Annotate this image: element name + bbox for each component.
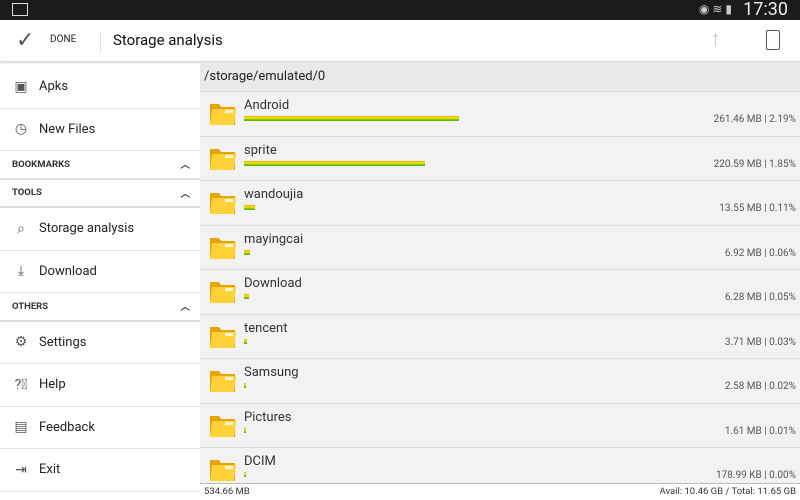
up-arrow-icon[interactable]: ↑ bbox=[710, 27, 721, 52]
label: Exit bbox=[39, 462, 61, 478]
folder-size: 1.61 MB | 0.01% bbox=[724, 425, 796, 437]
label: Storage analysis bbox=[39, 221, 135, 237]
folder-row[interactable]: Download 6.28 MB | 0.05% bbox=[200, 270, 800, 315]
device-icon[interactable] bbox=[766, 30, 780, 50]
size-bar bbox=[244, 116, 459, 121]
chevron-up-icon: ︿ bbox=[180, 188, 190, 200]
sidebar-item-exit[interactable]: ⇥ Exit bbox=[0, 449, 200, 492]
label: New Files bbox=[39, 121, 96, 137]
label: Settings bbox=[39, 334, 87, 350]
checkmark-icon[interactable]: ✓ bbox=[16, 28, 35, 53]
folder-icon bbox=[210, 104, 236, 125]
folder-name: tencent bbox=[244, 320, 288, 336]
folder-icon bbox=[210, 371, 236, 392]
folder-list-panel: /storage/emulated/0 Android 261.46 MB | … bbox=[200, 62, 800, 500]
folder-name: Pictures bbox=[244, 409, 292, 425]
size-bar bbox=[244, 383, 247, 388]
chevron-up-icon: ︿ bbox=[180, 302, 190, 314]
size-bar bbox=[244, 294, 250, 299]
wifi-battery-icons: ◉ ≋ ▮ bbox=[698, 2, 732, 16]
folder-name: sprite bbox=[244, 142, 277, 158]
folder-row[interactable]: tencent 3.71 MB | 0.03% bbox=[200, 314, 800, 359]
action-bar: ✓ DONE Storage analysis ↑ bbox=[0, 20, 800, 62]
folder-icon bbox=[210, 282, 236, 303]
folder-icon bbox=[210, 326, 236, 348]
sidebar-item-download[interactable]: ⤓ Download bbox=[0, 251, 200, 293]
sidebar: ▣ Apks ◷ New Files BOOKMARKS ︿ TOOLS ︿ ⌕ Stor… bbox=[0, 66, 200, 500]
label: BOOKMARKS bbox=[12, 158, 70, 170]
folder-size: 6.28 MB | 0.05% bbox=[724, 292, 796, 303]
folder-name: mayingcai bbox=[244, 231, 304, 247]
storage-availability: Avail: 10.46 GB / Total: 11.65 GB bbox=[659, 486, 796, 497]
done-button[interactable]: DONE bbox=[50, 34, 77, 45]
folder-icon bbox=[210, 237, 236, 259]
folder-row[interactable]: sprite 220.59 MB | 1.85% bbox=[200, 136, 800, 181]
gear-icon: ⚙ bbox=[14, 334, 28, 351]
exit-icon: ⇥ bbox=[15, 461, 27, 478]
folder-row[interactable]: Pictures 1.61 MB | 0.01% bbox=[200, 403, 800, 448]
label: Download bbox=[39, 263, 97, 279]
folder-icon bbox=[210, 415, 236, 437]
size-bar bbox=[244, 338, 248, 344]
chevron-up-icon: ︿ bbox=[180, 160, 190, 172]
folder-icon bbox=[210, 460, 236, 481]
total-size: 534.66 MB bbox=[204, 486, 250, 497]
footer: 534.66 MB Avail: 10.46 GB / Total: 11.65… bbox=[200, 483, 800, 500]
sidebar-item-help[interactable]: ?⃝ Help bbox=[0, 364, 200, 407]
status-bar: ◉ ≋ ▮ 17:30 bbox=[0, 0, 800, 20]
folder-name: wandoujia bbox=[244, 187, 304, 202]
page-title: Storage analysis bbox=[113, 31, 223, 49]
sidebar-item-settings[interactable]: ⚙ Settings bbox=[0, 322, 200, 364]
clock: 17:30 bbox=[743, 0, 788, 20]
folder-size: 261.46 MB | 2.19% bbox=[713, 114, 796, 125]
folder-size: 6.92 MB | 0.06% bbox=[724, 247, 796, 259]
clock-icon: ◷ bbox=[14, 121, 28, 138]
current-path: /storage/emulated/0 bbox=[200, 62, 800, 92]
sidebar-item-apks[interactable]: ▣ Apks bbox=[0, 66, 200, 109]
folder-size: 3.71 MB | 0.03% bbox=[724, 336, 796, 348]
download-icon: ⤓ bbox=[17, 263, 25, 280]
section-bookmarks[interactable]: BOOKMARKS ︿ bbox=[0, 151, 200, 180]
storage-analysis-icon: ⌕ bbox=[17, 220, 25, 237]
gallery-notification-icon bbox=[12, 3, 28, 16]
sidebar-item-feedback[interactable]: ▤ Feedback bbox=[0, 407, 200, 449]
size-bar bbox=[244, 205, 256, 210]
section-tools[interactable]: TOOLS ︿ bbox=[0, 180, 200, 208]
android-icon: ▣ bbox=[14, 78, 28, 95]
sidebar-item-new-files[interactable]: ◷ New Files bbox=[0, 109, 200, 151]
folder-name: Download bbox=[244, 276, 302, 291]
folder-size: 178.99 KB | 0.00% bbox=[716, 470, 796, 481]
size-bar bbox=[244, 160, 426, 166]
sidebar-item-storage-analysis[interactable]: ⌕ Storage analysis bbox=[0, 208, 200, 251]
label: Apks bbox=[39, 79, 69, 95]
folder-name: DCIM bbox=[244, 454, 276, 469]
folder-icon bbox=[210, 193, 236, 214]
folder-name: Android bbox=[244, 98, 290, 113]
divider bbox=[100, 32, 101, 52]
folder-row[interactable]: Android 261.46 MB | 2.19% bbox=[200, 92, 800, 137]
folder-size: 2.58 MB | 0.02% bbox=[724, 381, 796, 392]
label: Help bbox=[39, 377, 66, 393]
label: Feedback bbox=[39, 419, 95, 435]
folder-size: 13.55 MB | 0.11% bbox=[719, 203, 796, 214]
label: TOOLS bbox=[12, 187, 42, 199]
size-bar bbox=[244, 472, 246, 477]
section-others[interactable]: OTHERS ︿ bbox=[0, 293, 200, 322]
folder-row[interactable]: mayingcai 6.92 MB | 0.06% bbox=[200, 225, 800, 270]
folder-row[interactable]: Samsung 2.58 MB | 0.02% bbox=[200, 359, 800, 404]
size-bar bbox=[244, 249, 250, 255]
folder-icon bbox=[210, 148, 236, 170]
label: OTHERS bbox=[12, 300, 49, 312]
folder-size: 220.59 MB | 1.85% bbox=[713, 158, 796, 170]
feedback-icon: ▤ bbox=[14, 419, 28, 436]
size-bar bbox=[244, 427, 246, 433]
folder-row[interactable]: wandoujia 13.55 MB | 0.11% bbox=[200, 181, 800, 226]
help-icon: ?⃝ bbox=[14, 376, 28, 393]
folder-name: Samsung bbox=[244, 365, 299, 380]
